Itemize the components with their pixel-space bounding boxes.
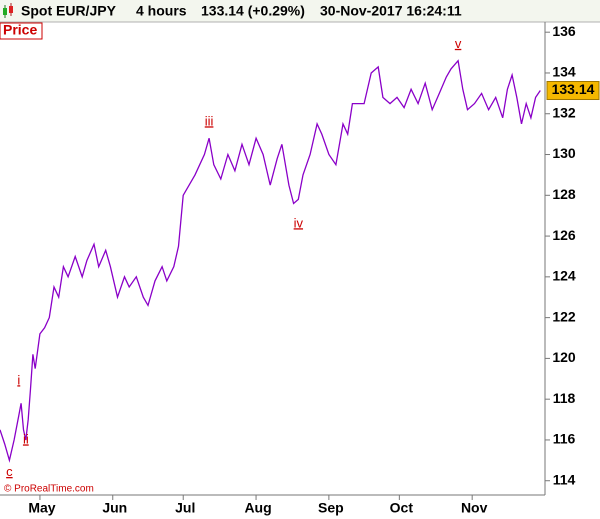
y-tick-label: 130 (552, 145, 576, 161)
y-tick-label: 128 (552, 186, 576, 202)
last-price-label: 133.14 (552, 81, 595, 97)
panel-label: Price (3, 22, 37, 38)
quote: 133.14 (+0.29%) (201, 3, 305, 19)
header-bar (0, 0, 600, 22)
wave-label: c (6, 464, 13, 479)
x-tick-label: Aug (244, 500, 271, 516)
wave-label: iii (205, 113, 214, 128)
y-tick-label: 124 (552, 268, 576, 284)
wave-label: v (455, 36, 462, 51)
y-tick-label: 136 (552, 23, 576, 39)
candle-icon (3, 3, 13, 18)
y-tick-label: 118 (553, 390, 576, 406)
y-tick-label: 126 (552, 227, 576, 243)
interval: 4 hours (136, 3, 187, 19)
x-tick-label: Jul (175, 500, 195, 516)
y-tick-label: 120 (552, 349, 576, 365)
title: Spot EUR/JPY (21, 3, 117, 19)
y-tick-label: 116 (553, 431, 576, 447)
y-tick-label: 114 (553, 471, 576, 487)
x-tick-label: Jun (102, 500, 127, 516)
y-tick-label: 122 (552, 308, 576, 324)
x-tick-label: Nov (461, 500, 488, 516)
wave-label: i (17, 372, 20, 387)
x-tick-label: Sep (318, 500, 344, 516)
y-tick-label: 134 (552, 64, 576, 80)
x-tick-label: May (28, 500, 55, 516)
y-tick-label: 132 (552, 104, 576, 120)
panel-label-box (0, 22, 43, 40)
timestamp: 30-Nov-2017 16:24:11 (320, 3, 462, 19)
wave-label: iv (294, 215, 304, 230)
credit: © ProRealTime.com (4, 484, 94, 495)
last-price-box (546, 81, 600, 101)
wave-label: ii (23, 431, 29, 446)
x-tick-label: Oct (390, 500, 414, 516)
price-line (0, 59, 541, 463)
